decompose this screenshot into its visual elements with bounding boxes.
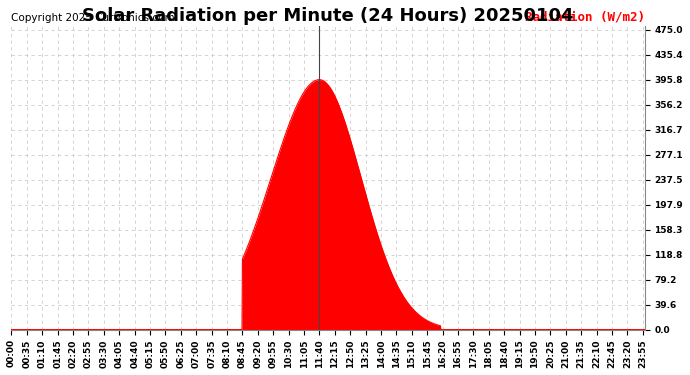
- Title: Solar Radiation per Minute (24 Hours) 20250104: Solar Radiation per Minute (24 Hours) 20…: [82, 7, 574, 25]
- Text: Radiation (W/m2): Radiation (W/m2): [524, 10, 644, 24]
- Text: Copyright 2025 Curtronics.com: Copyright 2025 Curtronics.com: [12, 13, 175, 24]
